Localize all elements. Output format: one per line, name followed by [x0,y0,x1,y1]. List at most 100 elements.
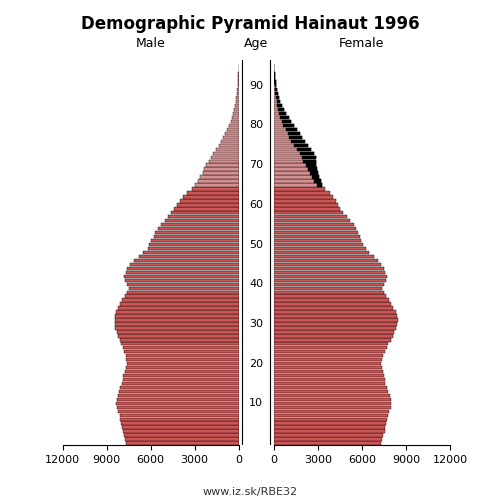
Bar [202,172,238,175]
Bar [139,255,238,258]
Bar [118,394,238,397]
Bar [127,266,238,270]
Bar [122,426,238,429]
Bar [274,100,280,103]
Text: 40: 40 [249,280,264,289]
Bar [274,195,334,198]
Bar [236,96,238,100]
Bar [274,294,386,298]
Bar [276,96,278,100]
Bar [274,136,302,139]
Bar [274,207,340,210]
Text: 60: 60 [249,200,263,210]
Bar [126,442,238,444]
Text: www.iz.sk/RBE32: www.iz.sk/RBE32 [202,487,298,497]
Bar [274,239,361,242]
Bar [274,76,275,80]
Bar [200,176,238,179]
Bar [274,172,318,175]
Bar [148,247,238,250]
Bar [282,120,292,123]
Bar [274,422,386,425]
Bar [274,231,358,234]
Bar [213,152,238,155]
Bar [192,188,238,190]
Bar [122,430,238,433]
Bar [274,278,386,282]
Bar [114,322,238,326]
Bar [274,84,276,87]
Bar [303,160,316,163]
Bar [274,168,317,171]
Bar [116,326,238,330]
Bar [274,116,288,119]
Bar [274,215,346,218]
Text: 80: 80 [249,120,264,130]
Bar [274,354,383,358]
Bar [126,354,238,358]
Bar [229,124,238,127]
Bar [274,219,350,222]
Bar [274,330,394,334]
Bar [274,350,384,354]
Bar [292,140,306,143]
Bar [308,168,317,171]
Bar [118,306,238,310]
Bar [274,164,316,167]
Bar [120,414,238,417]
Bar [274,326,396,330]
Bar [161,223,238,226]
Bar [122,298,238,302]
Bar [168,215,238,218]
Bar [125,438,238,440]
Bar [296,148,312,151]
Bar [124,434,238,437]
Bar [125,370,238,374]
Bar [274,243,364,246]
Bar [121,342,238,345]
Bar [274,120,291,123]
Bar [274,382,386,385]
Bar [188,192,238,194]
Bar [116,402,238,405]
Bar [274,390,388,393]
Bar [274,112,286,116]
Bar [274,192,330,194]
Bar [274,366,382,370]
Bar [274,266,384,270]
Bar [154,235,238,238]
Bar [158,227,238,230]
Bar [274,370,383,374]
Bar [274,402,392,405]
Bar [274,144,308,147]
Bar [183,195,238,198]
Bar [274,211,343,214]
Bar [280,112,286,116]
Bar [232,116,238,119]
Bar [274,92,278,96]
Bar [128,286,238,290]
Bar [180,199,238,202]
Bar [223,136,238,139]
Bar [274,262,381,266]
Bar [274,255,374,258]
Bar [219,144,238,147]
Bar [274,374,384,377]
Bar [227,128,238,131]
Bar [122,346,238,350]
Bar [274,398,390,401]
Bar [274,247,366,250]
Bar [230,120,238,123]
Bar [274,314,397,318]
Bar [274,346,387,350]
Bar [210,160,238,163]
Bar [288,132,300,135]
Text: 90: 90 [249,81,264,91]
Bar [118,334,238,338]
Bar [116,310,238,314]
Bar [274,156,316,159]
Bar [126,366,238,370]
Bar [237,92,238,96]
Bar [126,270,238,274]
Bar [164,219,238,222]
